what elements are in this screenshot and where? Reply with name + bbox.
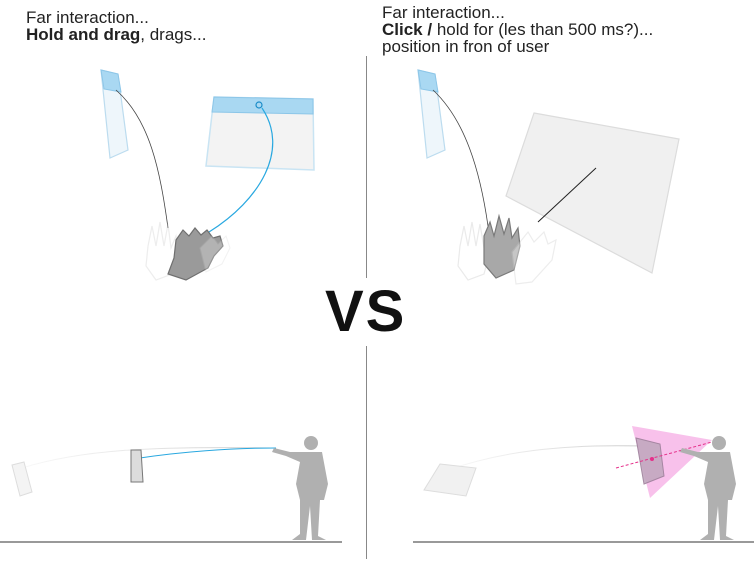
pink-ray [615, 441, 713, 469]
right-caption-line1: Far interaction... [382, 3, 505, 22]
drag-line-blue [208, 107, 274, 233]
blue-trajectory-left [139, 447, 277, 459]
divider-gap [330, 278, 410, 346]
ray-to-panel [537, 167, 597, 223]
slate-panel-left [100, 69, 129, 159]
trajectory-arc-right [447, 445, 641, 471]
right-caption-bold: Click / [382, 20, 433, 39]
right-caption: Far interaction... Click / hold for (les… [382, 4, 653, 55]
left-top-scene [100, 69, 315, 281]
left-caption-bold: Hold and drag [26, 25, 141, 44]
right-caption-rest: hold for (les than 500 ms?)... [432, 20, 654, 39]
left-caption-line2: Hold and drag, drags... [26, 26, 206, 43]
hand-grab-icon [167, 227, 224, 281]
panel-repositioned-right [635, 437, 665, 485]
ray-hit-point [650, 457, 654, 461]
panel-origin-left [11, 461, 33, 497]
right-caption-line2: Click / hold for (les than 500 ms?)... [382, 21, 653, 38]
left-caption: Far interaction... Hold and drag, drags.… [26, 9, 206, 43]
pointer-line-gray-right [432, 89, 489, 227]
right-bottom-scene [413, 426, 754, 543]
panel-origin-right [423, 463, 477, 497]
slate-panel-right [417, 69, 446, 159]
vs-label: VS [325, 279, 407, 344]
hand-open-icon [145, 221, 179, 281]
right-caption-line3: position in fron of user [382, 37, 550, 56]
window-panel-left [205, 96, 315, 171]
pointer-line-gray-left [115, 89, 169, 229]
left-caption-line1: Far interaction... [26, 8, 149, 27]
left-caption-rest: , drags... [140, 25, 207, 44]
right-top-scene [417, 69, 680, 285]
person-pointing-icon [272, 436, 328, 540]
panel-moved-left [130, 449, 144, 483]
large-panel-right [505, 112, 680, 274]
trajectory-arc-left [21, 447, 271, 469]
hand-open-main-icon [483, 213, 521, 279]
left-bottom-scene [0, 436, 342, 543]
person-pointing-right-icon [680, 436, 736, 540]
hand-ghost-icon [199, 235, 231, 273]
hand-open-ghost-right-icon [511, 230, 557, 285]
